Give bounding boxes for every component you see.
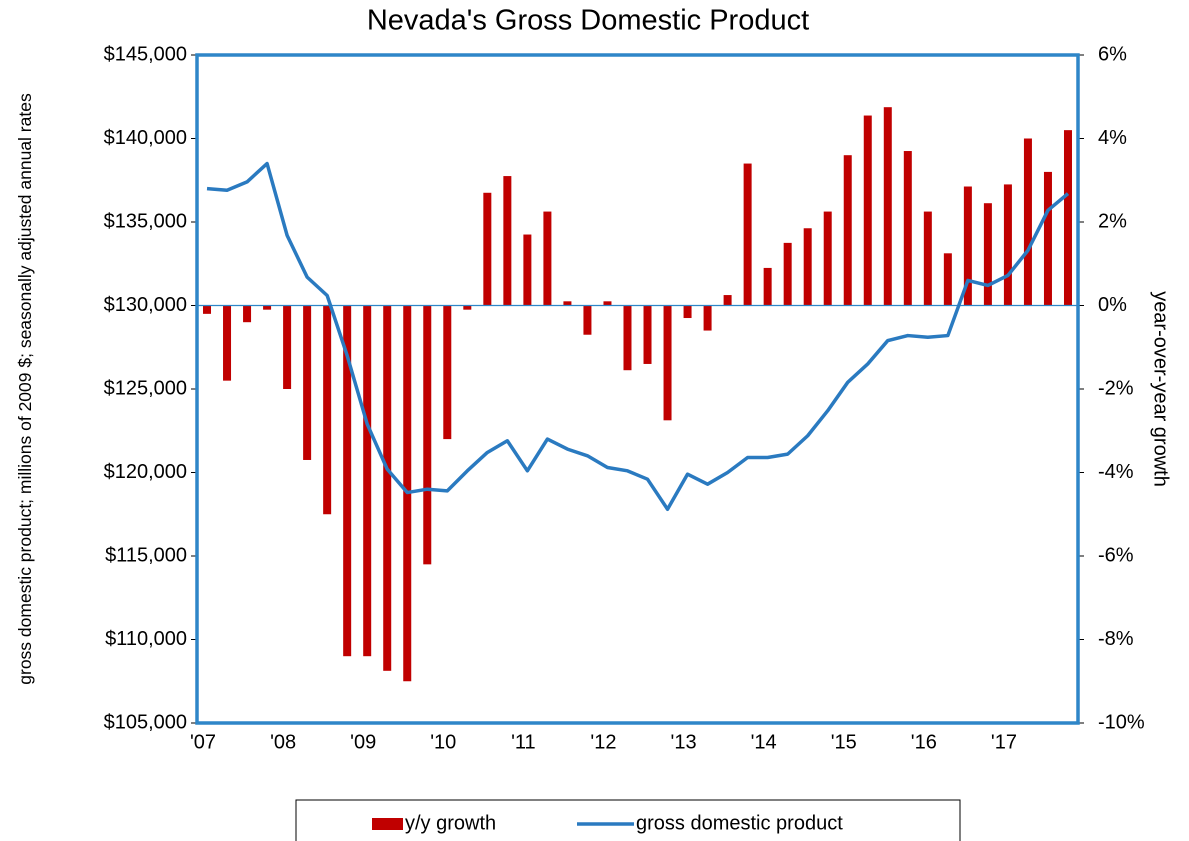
bar: [383, 305, 392, 671]
legend-label: gross domestic product: [636, 812, 843, 834]
bar: [323, 305, 332, 515]
y2-tick-label: -2%: [1098, 377, 1134, 399]
bar: [743, 163, 752, 306]
bar: [443, 305, 452, 440]
bar: [283, 305, 292, 389]
bar: [663, 305, 672, 421]
bar: [503, 176, 512, 306]
bar: [1023, 138, 1032, 306]
bar: [923, 211, 932, 306]
bar: [723, 295, 732, 306]
bar: [1043, 171, 1052, 306]
y-tick-label: $105,000: [104, 711, 187, 733]
bar: [1003, 184, 1012, 306]
y2-tick-label: 6%: [1098, 43, 1127, 65]
y2-tick-label: 4%: [1098, 127, 1127, 149]
y-tick-label: $135,000: [104, 210, 187, 232]
y2-tick-label: -6%: [1098, 544, 1134, 566]
x-tick-label: '17: [991, 731, 1017, 753]
x-tick-label: '14: [751, 731, 777, 753]
legend-swatch: [372, 818, 403, 830]
bar: [763, 267, 772, 306]
bar: [543, 211, 552, 306]
y2-tick-label: 2%: [1098, 210, 1127, 232]
bar: [1063, 130, 1072, 306]
bar: [783, 242, 792, 306]
bar: [643, 305, 652, 364]
line: [206, 161, 1070, 511]
x-tick-label: '10: [430, 731, 456, 753]
bar: [803, 228, 812, 306]
x-tick-label: '12: [590, 731, 616, 753]
x-tick-label: '09: [350, 731, 376, 753]
bar: [683, 305, 692, 319]
y-tick-label: $125,000: [104, 377, 187, 399]
bar: [523, 234, 532, 306]
x-tick-label: '11: [511, 731, 536, 753]
legend-label: y/y growth: [405, 812, 496, 834]
bar: [483, 192, 492, 306]
bar: [963, 186, 972, 306]
plot-frame: [195, 53, 1080, 725]
y-tick-label: $140,000: [104, 127, 187, 149]
bar: [343, 305, 352, 657]
bar: [583, 305, 592, 335]
bar: [223, 305, 232, 381]
y-tick-label: $110,000: [105, 628, 187, 650]
bar: [603, 301, 612, 306]
bar: [463, 305, 472, 310]
x-tick-label: '07: [190, 731, 216, 753]
y-tick-label: $115,000: [105, 544, 187, 566]
bar: [303, 305, 312, 460]
bar: [203, 305, 212, 314]
bar: [623, 305, 632, 371]
y2-tick-label: -10%: [1098, 711, 1145, 733]
bar: [903, 151, 912, 306]
bar: [943, 253, 952, 306]
bar: [363, 305, 372, 657]
x-tick-label: '08: [270, 731, 296, 753]
bar: [883, 107, 892, 306]
bar: [843, 155, 852, 306]
bar: [703, 305, 712, 331]
y-tick-label: $130,000: [104, 294, 187, 316]
bar: [823, 211, 832, 306]
x-tick-label: '16: [911, 731, 937, 753]
x-tick-label: '13: [671, 731, 697, 753]
y-axis-label: gross domestic product; millions of 2009…: [15, 93, 35, 685]
y2-tick-label: -8%: [1098, 628, 1134, 650]
bar: [243, 305, 252, 323]
bar: [863, 115, 872, 306]
bar: [983, 203, 992, 306]
x-tick-label: '15: [831, 731, 857, 753]
bar: [423, 305, 432, 565]
chart-title: Nevada's Gross Domestic Product: [367, 5, 809, 37]
y2-tick-label: 0%: [1098, 294, 1127, 316]
y2-tick-label: -4%: [1098, 461, 1134, 483]
bar: [563, 301, 572, 306]
y-tick-label: $145,000: [104, 43, 187, 65]
y2-axis-label: year-over-year growth: [1150, 291, 1172, 487]
legend-box: [295, 799, 961, 841]
y-tick-label: $120,000: [104, 461, 187, 483]
bar: [263, 305, 272, 310]
